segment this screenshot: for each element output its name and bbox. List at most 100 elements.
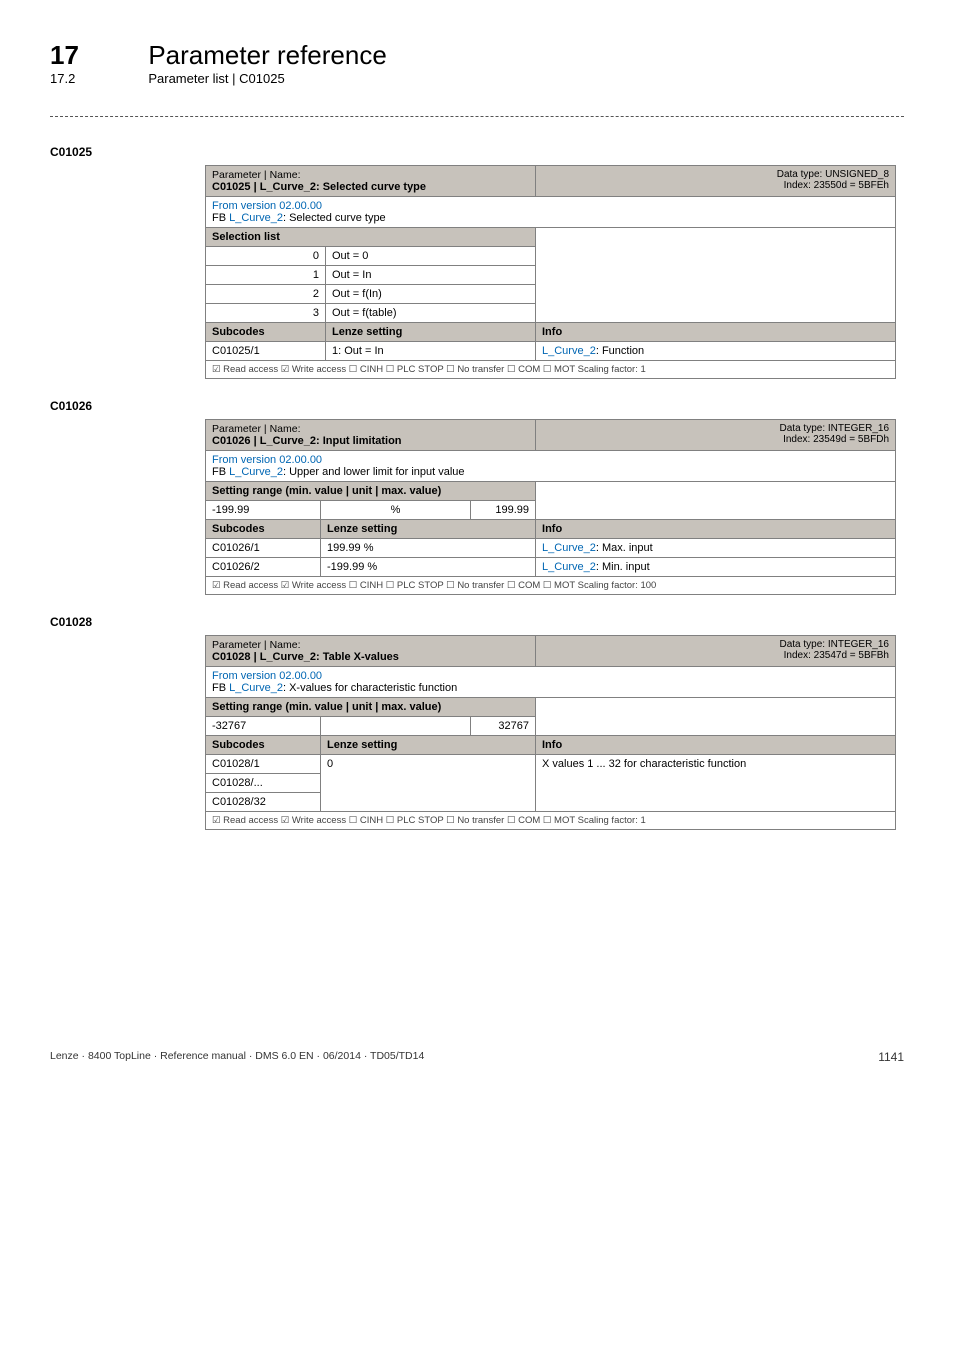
fb-link[interactable]: L_Curve_2 — [229, 682, 283, 694]
version-fb-cell: From version 02.00.00 FB L_Curve_2: X-va… — [206, 667, 896, 698]
lenze-setting-header: Lenze setting — [321, 520, 536, 539]
index-value: Index: 23549d = 5BFDh — [783, 434, 889, 445]
version-label: From version 02.00.00 — [212, 670, 322, 682]
param-name-cell: Parameter | Name: C01026 | L_Curve_2: In… — [206, 420, 536, 451]
chapter-title: Parameter reference — [148, 40, 386, 71]
table-c01025: Parameter | Name: C01025 | L_Curve_2: Se… — [205, 165, 896, 379]
table-c01028: Parameter | Name: C01028 | L_Curve_2: Ta… — [205, 635, 896, 830]
info-link[interactable]: L_Curve_2 — [542, 561, 596, 573]
param-name-label: Parameter | Name: — [212, 169, 301, 181]
range-unit — [321, 717, 471, 736]
lenze-setting: -199.99 % — [321, 558, 536, 577]
page-header: 17 Parameter reference 17.2 Parameter li… — [50, 40, 904, 86]
fb-suffix: : X-values for characteristic function — [283, 682, 457, 694]
subcode: C01028/1 — [206, 755, 321, 774]
sel-val: Out = f(table) — [326, 304, 536, 323]
footer-page-number: 1141 — [878, 1050, 904, 1064]
fb-prefix: FB — [212, 212, 229, 224]
chapter-number: 17 — [50, 40, 145, 71]
param-name-value: C01025 | L_Curve_2: Selected curve type — [212, 181, 426, 193]
subcode: C01026/2 — [206, 558, 321, 577]
param-meta: Data type: INTEGER_16 Index: 23549d = 5B… — [536, 420, 896, 451]
subcode: C01025/1 — [206, 342, 326, 361]
selection-empty — [536, 228, 896, 323]
info-header: Info — [536, 520, 896, 539]
param-name-label: Parameter | Name: — [212, 423, 301, 435]
info-cell: L_Curve_2: Function — [536, 342, 896, 361]
access-flags: ☑ Read access ☑ Write access ☐ CINH ☐ PL… — [206, 577, 896, 595]
sel-key: 2 — [206, 285, 326, 304]
index-value: Index: 23547d = 5BFBh — [784, 650, 889, 661]
subcode: C01026/1 — [206, 539, 321, 558]
range-empty — [536, 698, 896, 736]
subcodes-header: Subcodes — [206, 323, 326, 342]
info-link[interactable]: L_Curve_2 — [542, 542, 596, 554]
version-label: From version 02.00.00 — [212, 200, 322, 212]
index-value: Index: 23550d = 5BFEh — [784, 180, 889, 191]
fb-link[interactable]: L_Curve_2 — [229, 212, 283, 224]
param-name-label: Parameter | Name: — [212, 639, 301, 651]
subcode: C01028/... — [206, 774, 321, 793]
range-unit: % — [321, 501, 471, 520]
sel-val: Out = f(In) — [326, 285, 536, 304]
sel-key: 3 — [206, 304, 326, 323]
lenze-setting-header: Lenze setting — [321, 736, 536, 755]
footer-left: Lenze · 8400 TopLine · Reference manual … — [50, 1050, 424, 1062]
lenze-setting: 0 — [321, 755, 536, 812]
param-code-c01025: C01025 — [50, 145, 904, 159]
param-meta: Data type: UNSIGNED_8 Index: 23550d = 5B… — [536, 166, 896, 197]
info-header: Info — [536, 736, 896, 755]
sel-val: Out = 0 — [326, 247, 536, 266]
sel-val: Out = In — [326, 266, 536, 285]
version-fb-cell: From version 02.00.00 FB L_Curve_2: Uppe… — [206, 451, 896, 482]
divider — [50, 116, 904, 117]
lenze-setting-header: Lenze setting — [326, 323, 536, 342]
info-cell: L_Curve_2: Max. input — [536, 539, 896, 558]
info-suffix: : Function — [596, 345, 644, 357]
range-header: Setting range (min. value | unit | max. … — [206, 482, 536, 501]
page-footer: Lenze · 8400 TopLine · Reference manual … — [50, 1050, 904, 1062]
param-meta: Data type: INTEGER_16 Index: 23547d = 5B… — [536, 636, 896, 667]
selection-list-header: Selection list — [206, 228, 536, 247]
info-suffix: : Max. input — [596, 542, 653, 554]
param-name-value: C01026 | L_Curve_2: Input limitation — [212, 435, 402, 447]
lenze-setting: 1: Out = In — [326, 342, 536, 361]
fb-suffix: : Upper and lower limit for input value — [283, 466, 465, 478]
info-link[interactable]: L_Curve_2 — [542, 345, 596, 357]
subcodes-header: Subcodes — [206, 520, 321, 539]
range-header: Setting range (min. value | unit | max. … — [206, 698, 536, 717]
subcode: C01028/32 — [206, 793, 321, 812]
range-max: 199.99 — [471, 501, 536, 520]
fb-link[interactable]: L_Curve_2 — [229, 466, 283, 478]
info-header: Info — [536, 323, 896, 342]
table-c01026: Parameter | Name: C01026 | L_Curve_2: In… — [205, 419, 896, 595]
data-type: Data type: INTEGER_16 — [780, 423, 890, 434]
info-text: X values 1 ... 32 for characteristic fun… — [536, 755, 896, 812]
access-flags: ☑ Read access ☑ Write access ☐ CINH ☐ PL… — [206, 361, 896, 379]
range-min: -199.99 — [206, 501, 321, 520]
access-flags: ☑ Read access ☑ Write access ☐ CINH ☐ PL… — [206, 812, 896, 830]
sel-key: 1 — [206, 266, 326, 285]
range-empty — [536, 482, 896, 520]
param-name-cell: Parameter | Name: C01028 | L_Curve_2: Ta… — [206, 636, 536, 667]
section-number: 17.2 — [50, 71, 145, 86]
data-type: Data type: INTEGER_16 — [780, 639, 890, 650]
fb-prefix: FB — [212, 682, 229, 694]
param-name-value: C01028 | L_Curve_2: Table X-values — [212, 651, 399, 663]
range-min: -32767 — [206, 717, 321, 736]
info-suffix: : Min. input — [596, 561, 650, 573]
data-type: Data type: UNSIGNED_8 — [777, 169, 889, 180]
section-title: Parameter list | C01025 — [148, 71, 284, 86]
lenze-setting: 199.99 % — [321, 539, 536, 558]
info-cell: L_Curve_2: Min. input — [536, 558, 896, 577]
sel-key: 0 — [206, 247, 326, 266]
version-fb-cell: From version 02.00.00 FB L_Curve_2: Sele… — [206, 197, 896, 228]
range-max: 32767 — [471, 717, 536, 736]
param-code-c01028: C01028 — [50, 615, 904, 629]
subcodes-header: Subcodes — [206, 736, 321, 755]
param-code-c01026: C01026 — [50, 399, 904, 413]
fb-suffix: : Selected curve type — [283, 212, 386, 224]
fb-prefix: FB — [212, 466, 229, 478]
param-name-cell: Parameter | Name: C01025 | L_Curve_2: Se… — [206, 166, 536, 197]
version-label: From version 02.00.00 — [212, 454, 322, 466]
